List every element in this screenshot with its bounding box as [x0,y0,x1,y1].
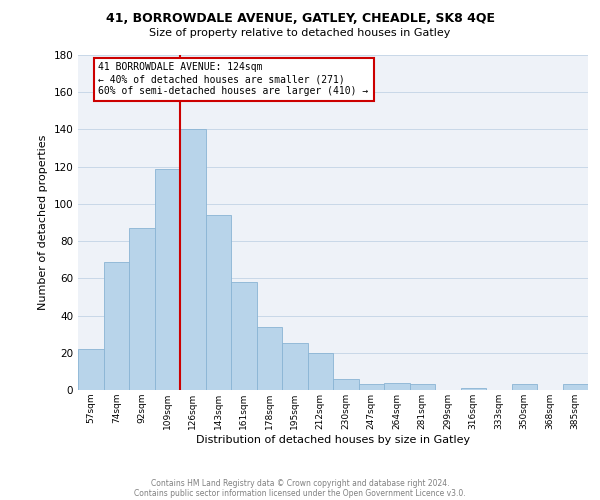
Bar [231,282,257,390]
Bar [155,168,180,390]
Bar [461,388,486,390]
Bar [384,382,409,390]
Bar [308,353,333,390]
Bar [511,384,537,390]
Bar [282,344,308,390]
Bar [333,379,359,390]
Text: 41 BORROWDALE AVENUE: 124sqm
← 40% of detached houses are smaller (271)
60% of s: 41 BORROWDALE AVENUE: 124sqm ← 40% of de… [98,62,368,96]
Bar [180,130,205,390]
Bar [257,326,282,390]
Bar [205,215,231,390]
Y-axis label: Number of detached properties: Number of detached properties [38,135,48,310]
Text: Contains HM Land Registry data © Crown copyright and database right 2024.: Contains HM Land Registry data © Crown c… [151,478,449,488]
Bar [409,384,435,390]
Bar [104,262,129,390]
X-axis label: Distribution of detached houses by size in Gatley: Distribution of detached houses by size … [196,434,470,444]
Text: Size of property relative to detached houses in Gatley: Size of property relative to detached ho… [149,28,451,38]
Bar [129,228,155,390]
Text: Contains public sector information licensed under the Open Government Licence v3: Contains public sector information licen… [134,488,466,498]
Bar [563,384,588,390]
Bar [78,349,104,390]
Bar [359,384,384,390]
Text: 41, BORROWDALE AVENUE, GATLEY, CHEADLE, SK8 4QE: 41, BORROWDALE AVENUE, GATLEY, CHEADLE, … [106,12,494,26]
